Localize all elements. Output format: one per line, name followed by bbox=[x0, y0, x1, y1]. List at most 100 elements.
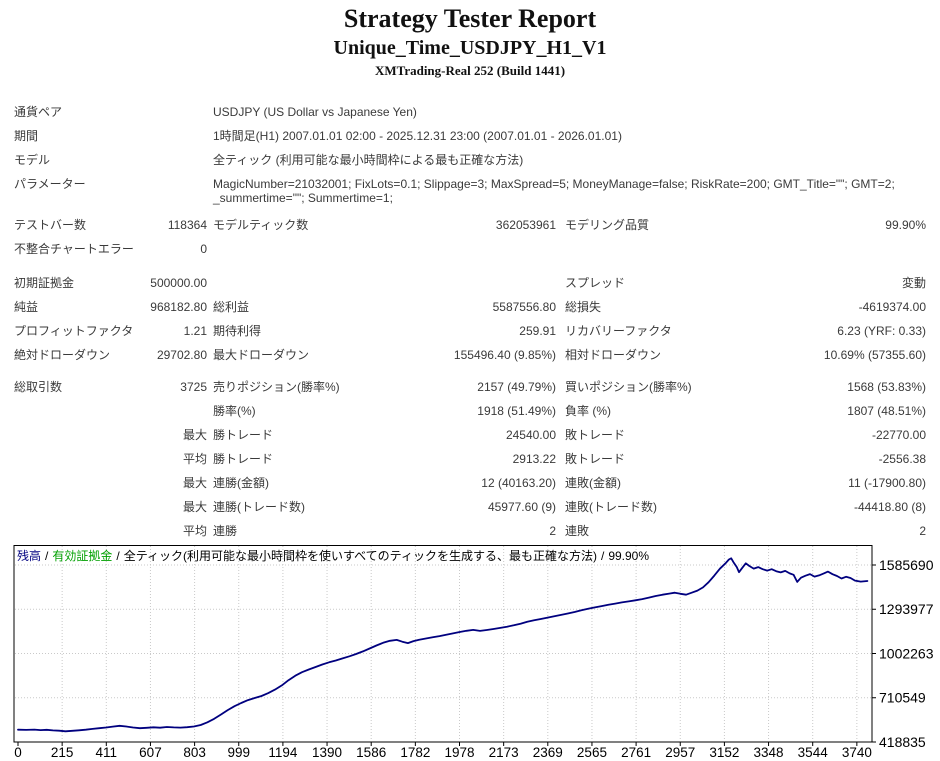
stat-label: 最大ドローダウン bbox=[213, 348, 310, 362]
x-axis-label: 2761 bbox=[621, 745, 651, 760]
x-axis-label: 2369 bbox=[533, 745, 563, 760]
stat-label: モデリング品質 bbox=[565, 218, 650, 232]
y-axis-label: 1293977 bbox=[879, 601, 934, 617]
stat-value: -4619374.00 bbox=[858, 300, 926, 314]
stat-value: 968182.80 bbox=[150, 300, 207, 314]
stat-value bbox=[715, 237, 926, 261]
stat-value: 最大 bbox=[182, 476, 207, 490]
stat-value: 平均 bbox=[182, 452, 207, 466]
stat-label: 相対ドローダウン bbox=[565, 348, 662, 362]
stat-value: 0 bbox=[200, 242, 207, 256]
balance-chart: 0 215 411 607 803 999 1194 1390 1586 1782 1978 2173… bbox=[0, 545, 940, 761]
stat-label: 勝トレード bbox=[213, 452, 274, 466]
y-axis-label: 1585690 bbox=[879, 557, 934, 573]
stat-value: -22770.00 bbox=[871, 428, 926, 442]
stat-value: 24540.00 bbox=[505, 428, 556, 442]
x-axis-label: 1194 bbox=[268, 745, 298, 760]
stat-label: 連勝(トレード数) bbox=[213, 500, 305, 514]
plot-background bbox=[14, 545, 872, 742]
info-value: 全ティック (利用可能な最小時間枠による最も正確な方法) bbox=[213, 153, 524, 167]
x-axis-label: 2565 bbox=[577, 745, 607, 760]
stat-label: 敗トレード bbox=[565, 428, 626, 442]
y-axis-label: 418835 bbox=[879, 734, 926, 750]
stat-label: 総損失 bbox=[565, 300, 602, 314]
stat-label bbox=[14, 495, 144, 519]
stat-value: 1.21 bbox=[183, 324, 207, 338]
legend-item: / bbox=[116, 549, 120, 563]
stat-label: 売りポジション(勝率%) bbox=[213, 380, 340, 394]
stat-value: 3725 bbox=[180, 380, 207, 394]
stat-value: 118364 bbox=[167, 218, 207, 232]
stat-value: 1807 (48.51%) bbox=[847, 404, 926, 418]
stat-label: プロフィットファクタ bbox=[14, 324, 134, 338]
stat-value bbox=[356, 271, 556, 295]
stat-label: 連敗 bbox=[565, 524, 590, 538]
stat-value: 最大 bbox=[182, 500, 207, 514]
stat-label bbox=[14, 519, 144, 543]
stat-label bbox=[14, 423, 144, 447]
stat-value: 1568 (53.83%) bbox=[847, 380, 926, 394]
stat-label bbox=[14, 471, 144, 495]
x-axis-label: 1390 bbox=[312, 745, 342, 760]
stat-value: 1918 (51.49%) bbox=[477, 404, 556, 418]
model-quality-table: テストバー数 118364 モデルティック数 362053961 モデリング品質 99.9… bbox=[14, 213, 926, 261]
stat-label: 総取引数 bbox=[14, 380, 63, 394]
stat-label: スプレッド bbox=[565, 276, 626, 290]
balance-chart-canvas: 0 215 411 607 803 999 1194 1390 1586 1782 1978 2173… bbox=[13, 545, 934, 760]
stat-value: 5587556.80 bbox=[492, 300, 556, 314]
legend-item: 全ティック(利用可能な最小時間枠を使いすべてのティックを生成する、最も正確な方法… bbox=[123, 549, 597, 563]
stat-value: 6.23 (YRF: 0.33) bbox=[837, 324, 926, 338]
x-axis-label: 3740 bbox=[842, 745, 872, 760]
stat-label: リカバリーファクタ bbox=[565, 324, 672, 338]
profit-stats-table: 初期証拠金 500000.00 スプレッド 変動 純益 968182.80 総利益 55875… bbox=[14, 271, 926, 367]
stat-label: 初期証拠金 bbox=[14, 276, 75, 290]
stat-label: 負率 (%) bbox=[565, 404, 611, 418]
x-axis-label: 1978 bbox=[444, 745, 474, 760]
stat-value: 45977.60 (9) bbox=[487, 500, 556, 514]
x-axis-label: 411 bbox=[96, 745, 118, 760]
stat-label bbox=[14, 447, 144, 471]
stat-label: 買いポジション(勝率%) bbox=[565, 380, 692, 394]
strategy-name: Unique_Time_USDJPY_H1_V1 bbox=[333, 37, 607, 59]
x-axis-label: 1586 bbox=[356, 745, 386, 760]
info-label: 通貨ペア bbox=[14, 105, 63, 119]
stat-value: 362053961 bbox=[495, 218, 556, 232]
y-axis-label: 710549 bbox=[879, 690, 926, 706]
x-axis-label: 999 bbox=[227, 745, 250, 760]
stat-value: 最大 bbox=[182, 428, 207, 442]
stat-value: 155496.40 (9.85%) bbox=[453, 348, 556, 362]
x-axis-label: 607 bbox=[139, 745, 162, 760]
stat-value: 500000.00 bbox=[150, 276, 207, 290]
stat-label bbox=[207, 271, 356, 295]
stat-value: -44418.80 (8) bbox=[853, 500, 926, 514]
settings-table: 通貨ペア USDJPY (US Dollar vs Japanese Yen) 期間… bbox=[14, 100, 926, 205]
stat-label: テストバー数 bbox=[14, 218, 87, 232]
info-label: 期間 bbox=[14, 129, 39, 143]
x-axis-label: 3152 bbox=[709, 745, 739, 760]
chart-legend: 残高 / 有効証拠金 / 全ティック(利用可能な最小時間枠を使いすべてのティックを生成す… bbox=[17, 549, 653, 563]
report-header: Strategy Tester Report Unique_Time_USDJP… bbox=[0, 0, 940, 79]
stat-value: 12 (40163.20) bbox=[481, 476, 556, 490]
stat-value: 10.69% (57355.60) bbox=[823, 348, 926, 362]
info-label: パラメーター bbox=[14, 177, 86, 191]
x-axis-label: 0 bbox=[14, 745, 22, 760]
stat-label: 不整合チャートエラー bbox=[14, 242, 134, 256]
stat-label: 絶対ドローダウン bbox=[14, 348, 111, 362]
info-value: 1時間足(H1) 2007.01.01 02:00 - 2025.12.31 2… bbox=[213, 129, 622, 143]
stat-value: 259.91 bbox=[519, 324, 556, 338]
stat-value: 2 bbox=[549, 524, 556, 538]
x-axis-label: 215 bbox=[51, 745, 74, 760]
stat-value: 2913.22 bbox=[512, 452, 556, 466]
stat-label: 純益 bbox=[14, 300, 39, 314]
broker-build: XMTrading-Real 252 (Build 1441) bbox=[374, 63, 566, 78]
x-axis-label: 1782 bbox=[400, 745, 430, 760]
x-axis-label: 2173 bbox=[489, 745, 519, 760]
stat-value: 29702.80 bbox=[156, 348, 207, 362]
stat-label bbox=[556, 237, 715, 261]
legend-item: 残高 bbox=[17, 549, 42, 563]
stat-label bbox=[14, 399, 144, 423]
stat-value: 2157 (49.79%) bbox=[477, 380, 556, 394]
balance-curve bbox=[17, 557, 869, 733]
stat-label: 敗トレード bbox=[565, 452, 626, 466]
info-label: モデル bbox=[14, 153, 51, 167]
